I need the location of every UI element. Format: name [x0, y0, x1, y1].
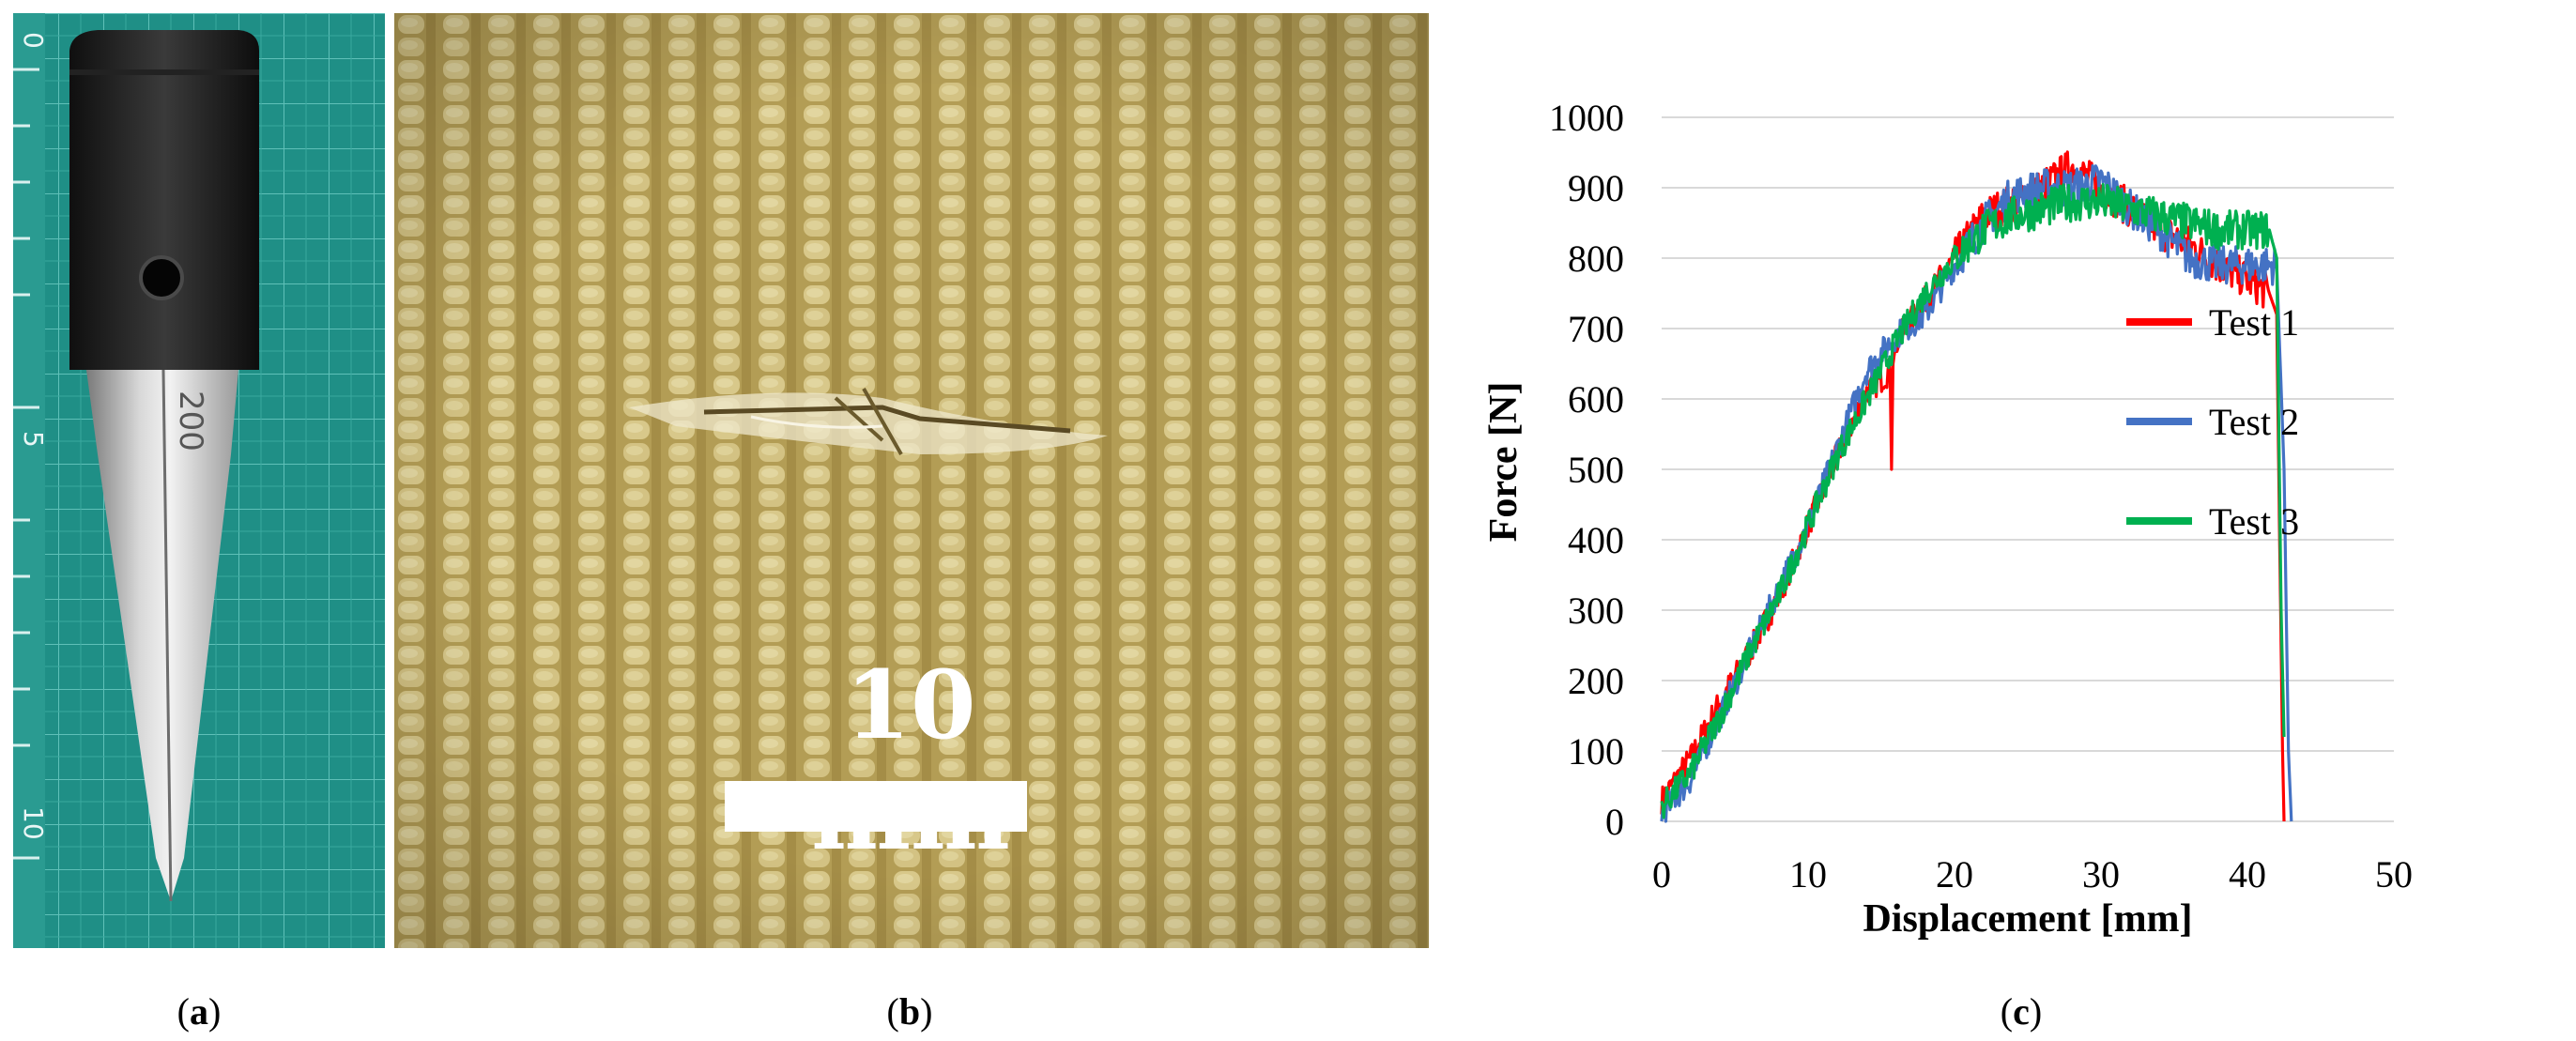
ruler-label-0: 0 [18, 32, 49, 49]
caption-c: (c) [1974, 989, 2068, 1033]
y-tick-label: 0 [1605, 801, 1624, 843]
gridlines [1662, 116, 2394, 822]
caption-c-close: ) [2029, 990, 2043, 1033]
series-layer [1660, 150, 2293, 823]
caption-b: (b) [863, 989, 957, 1033]
set-screw-icon [139, 255, 184, 300]
blade: 200 [86, 369, 238, 902]
x-tick-label: 0 [1652, 853, 1671, 896]
x-tick-label: 10 [1789, 853, 1827, 896]
y-tick-label: 900 [1568, 167, 1624, 209]
blade-marking: 200 [172, 390, 209, 452]
legend-label-test-2: Test 2 [2209, 401, 2299, 443]
ruler-label-10: 10 [18, 806, 49, 840]
y-tick-label: 800 [1568, 237, 1624, 280]
caption-a-letter: a [190, 990, 208, 1033]
x-tick-label: 30 [2082, 853, 2120, 896]
caption-b-open: ( [886, 990, 899, 1033]
scale-bar [725, 781, 1027, 832]
caption-c-open: ( [2000, 990, 2014, 1033]
caption-a: (a) [152, 989, 246, 1033]
ruler-strip [13, 13, 45, 948]
y-axis-title: Force [N] [1482, 382, 1526, 543]
knife-photo: 0 5 10 200 [13, 13, 385, 948]
y-tick-label: 100 [1568, 730, 1624, 773]
y-tick-label: 500 [1568, 449, 1624, 491]
y-tick-label: 400 [1568, 519, 1624, 561]
x-tick-label: 50 [2375, 853, 2413, 896]
force-displacement-chart: 0 100 200 300 400 500 600 700 800 900 1000 0 10 20 30 4… [1450, 84, 2576, 967]
y-tick-label: 1000 [1549, 97, 1624, 139]
ruler-label-5: 5 [18, 431, 49, 448]
x-tick-label: 40 [2229, 853, 2266, 896]
legend: Test 1 Test 2 Test 3 [2126, 301, 2299, 543]
series-line-test-3 [1660, 182, 2286, 819]
blade-holder [69, 30, 259, 370]
caption-a-open: ( [176, 990, 190, 1033]
caption-b-letter: b [898, 990, 921, 1033]
composite-surface-photo: 10 mm [394, 13, 1429, 948]
knife-photo-drawing: 0 5 10 200 [13, 13, 385, 948]
caption-a-close: ) [208, 990, 222, 1033]
series-line-test-2 [1660, 163, 2293, 823]
axis-layer: 0 100 200 300 400 500 600 700 800 900 1000 0 10 20 30 4… [1549, 97, 2413, 896]
legend-label-test-1: Test 1 [2209, 301, 2299, 344]
x-tick-label: 20 [1936, 853, 1973, 896]
y-tick-label: 200 [1568, 660, 1624, 702]
y-tick-label: 300 [1568, 589, 1624, 632]
caption-b-close: ) [920, 990, 933, 1033]
x-axis-title: Displacement [mm] [1863, 897, 2192, 941]
chart-svg: 0 100 200 300 400 500 600 700 800 900 1000 0 10 20 30 4… [1482, 97, 2413, 941]
legend-label-test-3: Test 3 [2209, 500, 2299, 543]
y-tick-label: 700 [1568, 308, 1624, 350]
caption-c-letter: c [2013, 990, 2030, 1033]
cut-damage [629, 388, 1108, 455]
scale-bar-label: 10 mm [811, 650, 1010, 871]
y-tick-label: 600 [1568, 378, 1624, 421]
